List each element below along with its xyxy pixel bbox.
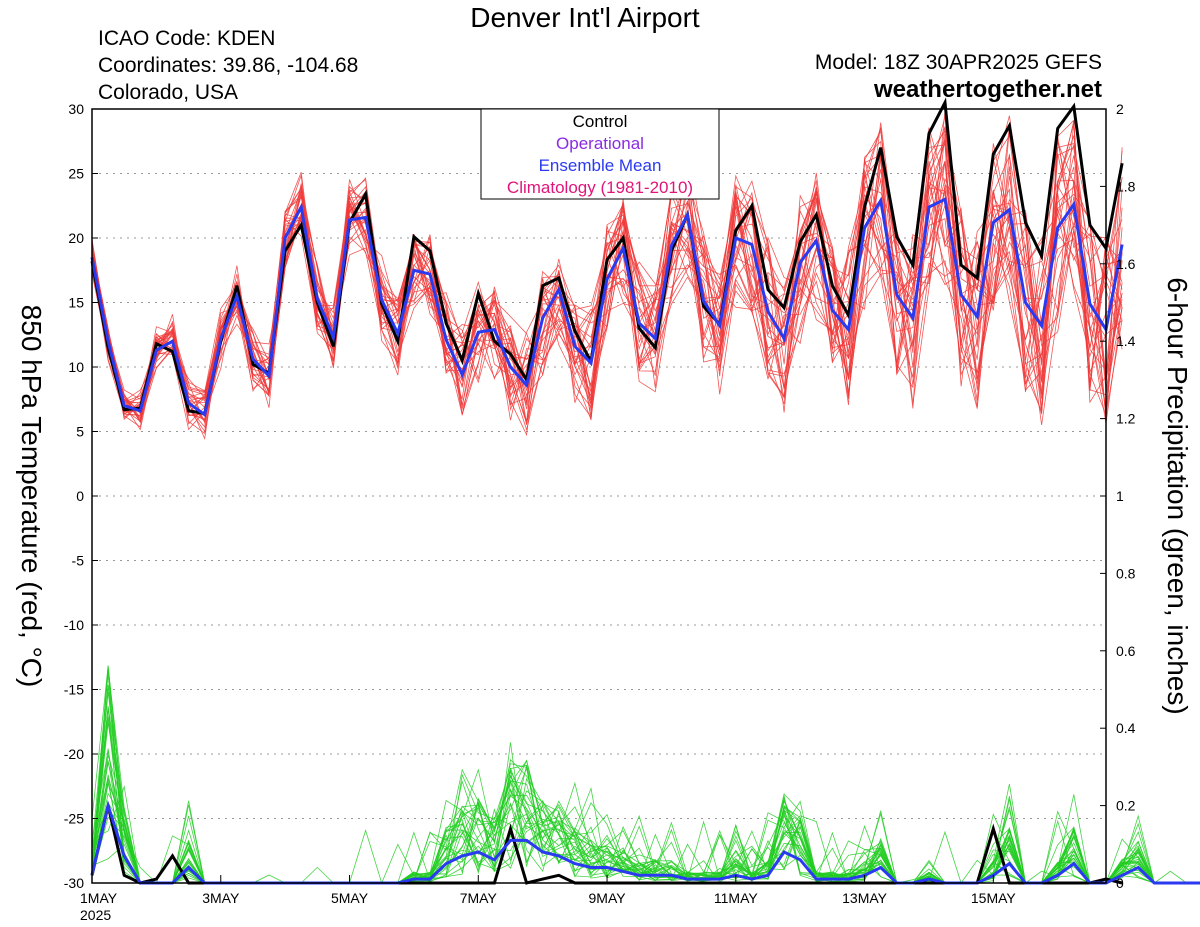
x-tick-label: 1MAY [80,890,118,906]
precip-member-line [91,722,1200,884]
precip-member-line [91,760,1200,884]
model-run: Model: 18Z 30APR2025 GEFS [814,51,1102,74]
y2-tick-label: 1.2 [1116,411,1136,427]
y-tick-label: -5 [72,553,85,569]
y2-axis-label: 6-hour Precipitation (green, inches) [1162,277,1193,714]
y2-tick-label: 1.4 [1116,333,1136,349]
precip-member-line [91,762,1200,884]
icao-code: ICAO Code: KDEN [98,27,276,50]
y-tick-label: -10 [64,617,84,633]
series-lines [90,97,1200,885]
precip-members [91,665,1200,884]
precip-member-line [91,691,1200,884]
y-tick-label: -20 [64,746,84,762]
y2-tick-label: 0.4 [1116,720,1136,736]
region: Colorado, USA [98,81,239,104]
temp-member-line [91,155,1123,428]
y-tick-label: -25 [64,811,84,827]
legend-entry: Climatology (1981-2010) [507,178,693,197]
precip-member-line [91,764,1200,884]
y-tick-label: -30 [64,875,84,891]
y2-tick-label: 0.2 [1116,798,1136,814]
y2-tick-label: 0.8 [1116,565,1136,581]
temp-member-line [91,149,1123,421]
y-tick-label: 15 [68,295,84,311]
x-tick-label: 11MAY [714,890,758,906]
y-tick-label: 20 [68,230,84,246]
precip-member-line [91,674,1200,884]
site-link[interactable]: weathertogether.net [873,76,1102,103]
x-tick-label: 5MAY [331,890,369,906]
x-tick-label: 15MAY [971,890,1017,906]
y2-tick-label: 1.8 [1116,178,1136,194]
precip-member-line [91,718,1200,884]
precip-member-line [91,759,1200,884]
y-tick-label: 10 [68,359,84,375]
precip-member-line [91,755,1200,884]
y-tick-label: 25 [68,166,84,182]
y2-axis-ticks: 2 1.8 1.6 1.4 1.2 1 0.8 0.6 0.4 0.2 0 [1100,101,1136,891]
y-tick-label: 0 [76,488,84,504]
legend-entry: Ensemble Mean [539,156,662,175]
precip-member-line [91,668,1200,884]
precip-member-line [91,748,1200,884]
temp-member-line [91,116,1123,411]
y2-tick-label: 1 [1116,488,1124,504]
precip-member-line [91,667,1200,884]
precip-member-line [91,769,1200,884]
y-tick-label: 30 [68,101,84,117]
temp-member-line [91,115,1123,403]
y2-tick-label: 1.6 [1116,256,1136,272]
legend-entry: Operational [556,134,644,153]
precip-member-line [91,665,1200,884]
y-tick-label: -15 [64,682,84,698]
legend-box [480,108,720,200]
x-tick-label: 3MAY [202,890,240,906]
precip-member-line [91,766,1200,884]
x-tick-sublabel: 2025 [80,907,111,923]
precip-member-line [91,685,1200,884]
x-tick-label: 13MAY [842,890,888,906]
control-precip-line [90,805,1123,885]
mean-temp-line [90,196,1124,418]
page-title: Denver Int'l Airport [470,2,700,33]
y-tick-label: 5 [76,424,84,440]
y2-tick-label: 0 [1116,875,1124,891]
coordinates: Coordinates: 39.86, -104.68 [98,54,359,77]
y2-tick-label: 0.6 [1116,643,1136,659]
precip-member-line [91,759,1200,884]
temp-member-line [91,150,1123,435]
precip-member-line [91,705,1200,884]
precip-member-line [91,665,1200,884]
y-axis-label: 850 hPa Temperature (red, °C) [16,305,47,688]
x-tick-label: 9MAY [589,890,627,906]
legend: Control Operational Ensemble Mean Climatolo… [480,108,720,200]
y-axis-ticks: 30 25 20 15 10 5 0 -5 -10 -15 -20 -25 -30 [64,101,98,891]
precip-member-line [91,716,1200,884]
precip-member-line [91,758,1200,884]
legend-entry: Control [573,112,628,131]
y2-tick-label: 2 [1116,101,1124,117]
precip-member-line [91,684,1200,884]
x-tick-label: 7MAY [460,890,498,906]
